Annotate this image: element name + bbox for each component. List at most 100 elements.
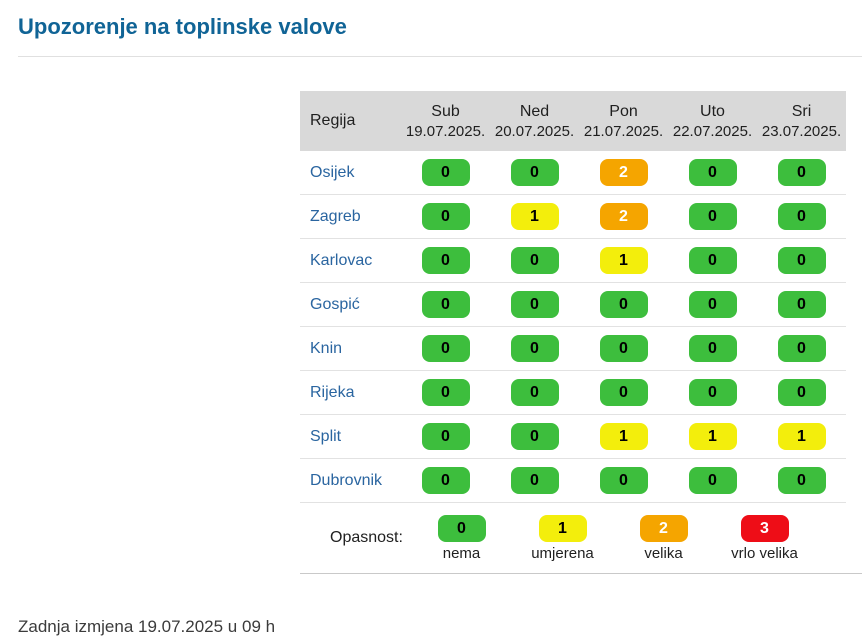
day-name: Sub xyxy=(431,102,460,120)
table-row: Knin 0 0 0 0 0 xyxy=(300,326,846,371)
warning-cell: 0 xyxy=(668,151,757,195)
warning-level-badge: 0 xyxy=(777,379,826,406)
warning-level-badge: 0 xyxy=(421,379,470,406)
warning-level-badge: 2 xyxy=(599,159,648,186)
warning-cell: 0 xyxy=(757,151,846,195)
column-header-day-sub: Sub 19.07.2025. xyxy=(401,91,490,151)
day-name: Uto xyxy=(700,102,725,120)
warning-level-badge: 0 xyxy=(599,291,648,318)
warning-cell: 0 xyxy=(757,238,846,283)
warning-cell: 0 xyxy=(668,194,757,239)
warning-cell: 0 xyxy=(490,326,579,371)
warning-level-badge: 0 xyxy=(510,335,559,362)
warning-cell: 0 xyxy=(401,194,490,239)
warning-level-badge: 0 xyxy=(599,335,648,362)
warning-level-badge: 1 xyxy=(599,423,648,450)
warning-level-badge: 0 xyxy=(599,467,648,494)
warning-cell: 0 xyxy=(668,326,757,371)
page-title: Upozorenje na toplinske valove xyxy=(18,14,347,39)
warning-level-badge: 1 xyxy=(777,423,826,450)
day-date: 19.07.2025. xyxy=(405,122,486,140)
warning-level-badge: 1 xyxy=(510,203,559,230)
legend-badge: 0 xyxy=(437,514,486,542)
column-header-day-ned: Ned 20.07.2025. xyxy=(490,91,579,151)
table-row: Gospić 0 0 0 0 0 xyxy=(300,282,846,327)
legend-badge: 2 xyxy=(639,514,688,542)
warning-cell: 2 xyxy=(579,194,668,239)
warning-level-badge: 0 xyxy=(421,291,470,318)
warning-level-badge: 0 xyxy=(421,247,470,274)
warning-cell: 1 xyxy=(579,414,668,459)
warning-cell: 0 xyxy=(401,326,490,371)
warning-cell: 0 xyxy=(401,414,490,459)
warning-level-badge: 0 xyxy=(777,467,826,494)
table-row: Split 0 0 1 1 1 xyxy=(300,414,846,459)
warning-cell: 0 xyxy=(757,370,846,415)
legend-badge: 3 xyxy=(740,514,789,542)
warning-level-badge: 0 xyxy=(777,335,826,362)
warning-cell: 0 xyxy=(401,370,490,415)
region-name-dubrovnik[interactable]: Dubrovnik xyxy=(300,458,401,503)
region-name-zagreb[interactable]: Zagreb xyxy=(300,194,401,239)
table-row: Rijeka 0 0 0 0 0 xyxy=(300,370,846,415)
warning-cell: 0 xyxy=(490,370,579,415)
title-divider xyxy=(18,56,862,57)
column-header-day-uto: Uto 22.07.2025. xyxy=(668,91,757,151)
warning-cell: 0 xyxy=(579,458,668,503)
warning-cell: 0 xyxy=(579,370,668,415)
day-date: 21.07.2025. xyxy=(583,122,664,140)
region-name-karlovac[interactable]: Karlovac xyxy=(300,238,401,283)
warning-level-badge: 0 xyxy=(421,159,470,186)
warning-cell: 1 xyxy=(579,238,668,283)
region-name-split[interactable]: Split xyxy=(300,414,401,459)
heat-wave-table: Regija Sub 19.07.2025. Ned 20.07.2025. Pon 21… xyxy=(300,91,846,503)
legend-item-label: velika xyxy=(644,544,683,562)
legend-badge: 1 xyxy=(538,514,587,542)
warning-cell: 0 xyxy=(401,151,490,195)
warning-level-badge: 0 xyxy=(510,247,559,274)
legend-item-nema: 0 nema xyxy=(411,514,512,562)
warning-level-badge: 2 xyxy=(599,203,648,230)
table-header-row: Regija Sub 19.07.2025. Ned 20.07.2025. Pon 21… xyxy=(300,91,846,151)
warning-level-badge: 0 xyxy=(510,379,559,406)
region-name-knin[interactable]: Knin xyxy=(300,326,401,371)
warning-level-badge: 0 xyxy=(421,203,470,230)
warning-cell: 0 xyxy=(490,282,579,327)
warning-cell: 0 xyxy=(401,282,490,327)
legend-item-vrlo-velika: 3 vrlo velika xyxy=(714,514,815,562)
legend-item-velika: 2 velika xyxy=(613,514,714,562)
warning-cell: 0 xyxy=(668,370,757,415)
warning-cell: 0 xyxy=(579,326,668,371)
warning-level-badge: 0 xyxy=(688,159,737,186)
region-name-osijek[interactable]: Osijek xyxy=(300,151,401,195)
legend-items: 0 nema 1 umjerena 2 velika 3 vrlo velika xyxy=(411,514,815,562)
warning-level-badge: 0 xyxy=(599,379,648,406)
warning-cell: 0 xyxy=(490,238,579,283)
day-name: Ned xyxy=(519,102,550,120)
heat-wave-warning-widget: Regija Sub 19.07.2025. Ned 20.07.2025. Pon 21… xyxy=(300,91,862,574)
warning-level-badge: 0 xyxy=(421,467,470,494)
day-name: Pon xyxy=(609,102,638,120)
legend-item-label: vrlo velika xyxy=(731,544,798,562)
warning-level-badge: 0 xyxy=(777,159,826,186)
table-row: Karlovac 0 0 1 0 0 xyxy=(300,238,846,283)
warning-level-badge: 0 xyxy=(777,203,826,230)
warning-cell: 0 xyxy=(668,238,757,283)
warning-cell: 0 xyxy=(401,238,490,283)
legend-item-umjerena: 1 umjerena xyxy=(512,514,613,562)
warning-cell: 0 xyxy=(757,194,846,239)
table-row: Zagreb 0 1 2 0 0 xyxy=(300,194,846,239)
column-header-region: Regija xyxy=(300,91,401,151)
warning-level-badge: 0 xyxy=(510,423,559,450)
warning-cell: 0 xyxy=(579,282,668,327)
warning-level-badge: 0 xyxy=(510,159,559,186)
warning-cell: 0 xyxy=(668,458,757,503)
warning-level-badge: 0 xyxy=(777,291,826,318)
region-name-rijeka[interactable]: Rijeka xyxy=(300,370,401,415)
day-name: Sri xyxy=(791,102,812,120)
column-header-day-pon: Pon 21.07.2025. xyxy=(579,91,668,151)
region-name-gospi[interactable]: Gospić xyxy=(300,282,401,327)
warning-cell: 0 xyxy=(757,458,846,503)
warning-level-badge: 0 xyxy=(777,247,826,274)
